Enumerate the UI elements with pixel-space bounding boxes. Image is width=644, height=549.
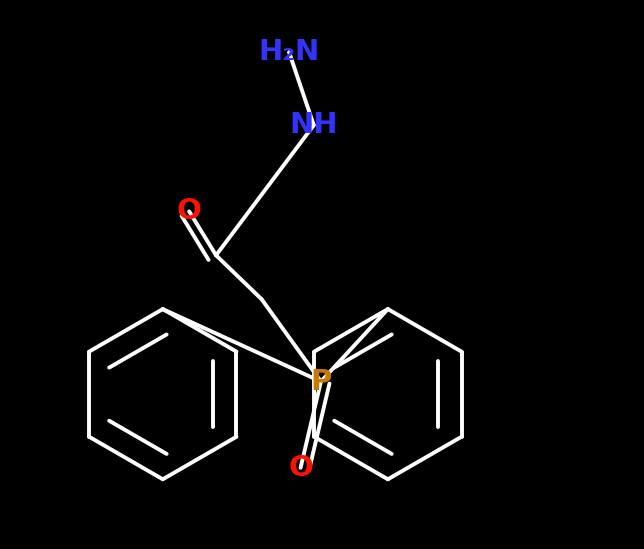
- Text: NH: NH: [290, 111, 338, 139]
- Text: O: O: [288, 453, 313, 482]
- Text: H₂N: H₂N: [258, 38, 319, 66]
- Text: O: O: [176, 197, 202, 226]
- Text: P: P: [310, 367, 332, 396]
